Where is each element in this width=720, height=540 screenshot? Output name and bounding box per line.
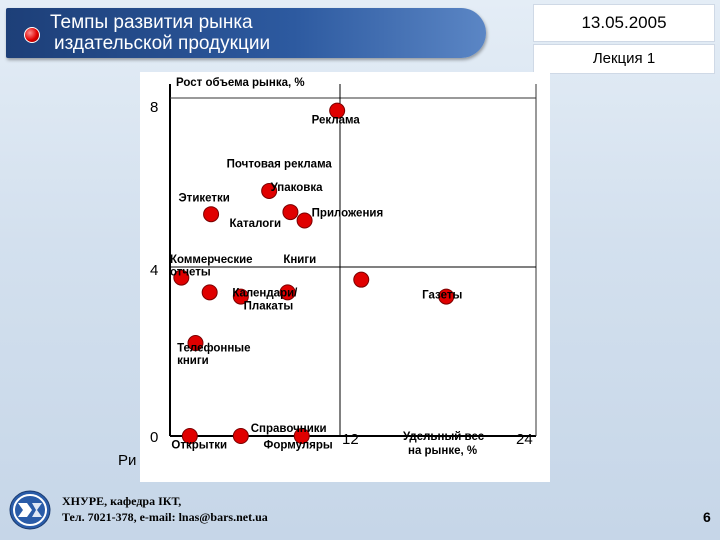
point-label: Справочники [251,423,327,435]
slide-title-line1: Темпы развития рынка [50,12,253,33]
chart-panel: 0 4 8 12 24 Рост объема рынка, % Удельный вес н… [140,72,550,482]
point-label: Каталоги [230,218,282,230]
point-label: Книги [283,254,316,266]
x-axis-label-line2: на рынке, % [408,445,477,457]
x-tick-label: 24 [516,431,533,448]
data-point [261,182,278,199]
title-bullet-icon [24,27,40,43]
data-point [181,428,198,444]
point-label: Телефонные [177,343,250,355]
x-axis-label-line1: Удельный вес [403,431,485,443]
point-label: Календари/ [232,288,298,300]
point-label: Приложения [312,207,384,219]
point-label: Почтовая реклама [227,159,333,171]
point-label: Реклама [312,114,361,126]
data-point [353,271,370,288]
point-label: Газеты [422,290,462,302]
title-banner [6,8,486,58]
data-point [296,212,313,229]
caption-left: Ри [118,452,137,469]
point-label: Этикетки [179,193,230,205]
data-point [293,428,310,444]
point-label: Формуляры [264,440,333,452]
university-logo-icon [9,490,51,530]
slide-title: Темпы развития рынка издательской продук… [50,12,270,54]
data-point [232,428,249,444]
data-point [438,288,455,305]
y-tick-label: 0 [150,429,158,446]
y-tick-label: 4 [150,262,158,279]
point-label: Упаковка [271,182,324,194]
data-point [282,204,299,221]
data-point [203,206,220,223]
point-label: Плакаты [244,300,294,312]
footer-contact: Тел. 7021-378, e-mail: lnas@bars.net.ua [62,510,268,524]
page-number: 6 [703,509,711,525]
scatter-chart: 0 4 8 12 24 Рост объема рынка, % Удельный вес н… [150,77,537,457]
lecture-box: Лекция 1 [533,44,715,74]
slide-title-line2: издательской продукции [54,33,271,54]
x-tick-label: 12 [342,431,359,448]
footer-org: ХНУРЕ, кафедра ІКТ, [62,494,182,508]
data-point [201,284,218,301]
data-point [173,269,190,286]
point-label: Коммерческие [170,254,253,266]
point-label: Открытки [171,440,227,452]
point-label: книги [177,355,209,367]
data-point [329,102,346,119]
y-axis-label: Рост объема рынка, % [176,77,305,89]
data-point [279,284,296,301]
date-box: 13.05.2005 [533,4,715,42]
point-label: отчеты [170,266,211,278]
y-tick-label: 8 [150,99,158,116]
data-point [232,288,249,305]
data-point [187,335,204,352]
